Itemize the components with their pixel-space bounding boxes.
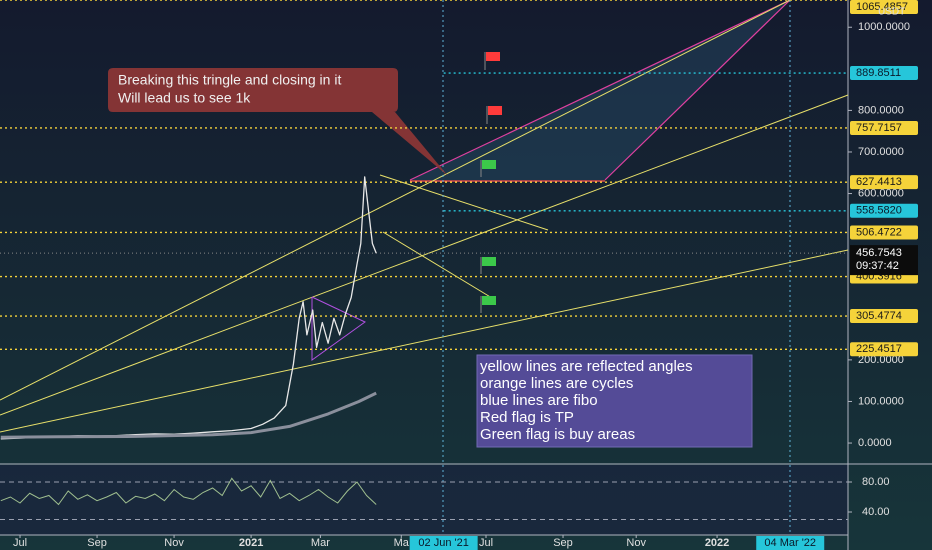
date-tag (756, 536, 825, 550)
x-tick-label: Mar (311, 537, 330, 549)
x-tick-label: Sep (553, 537, 573, 549)
note-box (476, 354, 753, 448)
x-tick-label: Nov (626, 537, 646, 549)
x-tick-label: Sep (87, 537, 107, 549)
y-tick-label: 100.0000 (858, 395, 904, 407)
flag (486, 106, 502, 124)
note-line: Red flag is TP (480, 409, 574, 426)
angle-line (0, 0, 791, 401)
note-line: orange lines are cycles (480, 375, 633, 392)
x-tick-label: Ma (394, 537, 410, 549)
level-tag (850, 225, 918, 240)
y-tick-label: 700.0000 (858, 146, 904, 158)
level-tag-label: 506.4722 (856, 226, 902, 238)
note-line: yellow lines are reflected angles (480, 358, 693, 375)
y-tick-label: 200.0000 (858, 354, 904, 366)
date-tag-label: 02 Jun '21 (418, 537, 468, 549)
level-tag (850, 66, 918, 81)
osc-line (0, 477, 377, 506)
flag (484, 52, 500, 70)
oscillator-pane (0, 465, 848, 535)
note-line: blue lines are fibo (480, 392, 598, 409)
annotation: Will lead us to see 1k (118, 90, 251, 106)
ma-line (0, 391, 377, 439)
drawing-line (604, 0, 791, 181)
angle-line (0, 249, 849, 433)
axis-unit: USDT (878, 7, 905, 18)
x-tick-label: Jul (13, 537, 27, 549)
note-line: Green flag is buy areas (480, 426, 635, 443)
level-tag (850, 342, 918, 357)
osc-tick-label: 80.00 (862, 476, 890, 488)
y-tick-label: 600.0000 (858, 187, 904, 199)
content (0, 0, 848, 520)
y-tick-label: 800.0000 (858, 104, 904, 116)
level-tag-label: 558.5820 (856, 205, 902, 217)
level-tag (850, 203, 918, 218)
x-tick-label: 2021 (239, 537, 263, 549)
level-tag (850, 309, 918, 324)
level-tag-label: 889.8511 (856, 67, 901, 79)
level-tag (850, 120, 918, 135)
level-tag (850, 0, 918, 14)
date-tag (409, 536, 478, 550)
flag (480, 160, 496, 177)
x-tick-label: 2022 (705, 537, 729, 549)
angle-line (379, 174, 549, 231)
level-tag-label: 1065.4857 (856, 1, 908, 13)
y-tick-label: 0.0000 (858, 437, 892, 449)
level-tag-label: 225.4517 (856, 343, 902, 355)
last-price-label: 456.7543 (856, 247, 902, 259)
date-tag-label: 04 Mar '22 (764, 537, 816, 549)
flag (480, 296, 496, 313)
angle-line (0, 94, 849, 416)
level-tag (850, 175, 918, 190)
last-price-tag (850, 245, 918, 276)
countdown: 09:37:42 (856, 260, 899, 272)
price-axis: 0.0000 100.0000 200.0000 600.0000 700.0000 80… (13, 0, 918, 550)
triangle (311, 296, 366, 361)
level-tag-label: 627.4413 (856, 176, 902, 188)
callout (108, 68, 448, 176)
level-tag-label: 305.4774 (856, 310, 902, 322)
x-tick-label: Jul (479, 537, 493, 549)
x-tick-label: Nov (164, 537, 184, 549)
y-tick-label: 1000.0000 (858, 21, 910, 33)
osc-tick-label: 40.00 (862, 506, 890, 518)
drawing-line (409, 0, 791, 181)
level-tag-label: 757.7157 (856, 122, 902, 134)
drawings (0, 0, 849, 535)
angle-line (382, 231, 493, 299)
flag (480, 257, 496, 274)
annotation: Breaking this tringle and closing in it (118, 72, 341, 88)
